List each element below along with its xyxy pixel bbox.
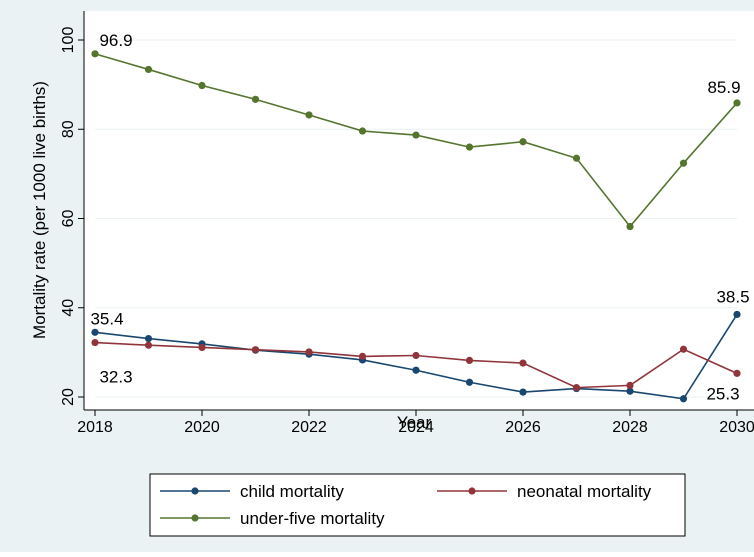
x-tick-label: 2024 — [398, 419, 434, 436]
data-point — [305, 111, 313, 119]
data-point — [519, 388, 527, 396]
data-point — [679, 395, 688, 403]
data-point — [144, 334, 153, 343]
data-point — [412, 351, 420, 360]
data-point — [679, 345, 688, 353]
legend-box — [149, 473, 686, 537]
data-point — [733, 99, 741, 107]
data-point — [465, 378, 474, 386]
legend-label: under-five mortality — [240, 509, 385, 528]
x-tick-label: 2030 — [719, 419, 754, 436]
data-point — [251, 346, 260, 354]
x-axis-title: Year — [397, 413, 432, 432]
data-label: 96.9 — [99, 31, 132, 50]
y-tick-label: 80 — [60, 120, 77, 138]
data-label: 32.3 — [99, 368, 132, 387]
x-axis-ticks: 2018 2020 2022 2024 2026 2028 2030 — [77, 410, 754, 436]
legend-item-child-mortality: child mortality — [160, 482, 344, 501]
data-point — [572, 384, 581, 392]
x-tick-label: 2028 — [612, 419, 648, 436]
data-point — [91, 328, 99, 336]
legend-label: child mortality — [240, 482, 344, 501]
y-tick-label: 60 — [60, 210, 77, 228]
data-label: 38.5 — [716, 287, 749, 306]
data-point — [412, 366, 420, 374]
data-point — [572, 154, 581, 162]
legend-item-under-five-mortality: under-five mortality — [160, 509, 385, 528]
data-label: 35.4 — [90, 309, 123, 328]
x-tick-label: 2022 — [291, 419, 327, 436]
data-point — [626, 222, 634, 231]
gridlines — [95, 39, 737, 398]
data-point — [358, 127, 367, 135]
data-point — [358, 352, 367, 360]
legend-label: neonatal mortality — [517, 482, 652, 501]
x-tick-label: 2020 — [184, 419, 220, 436]
legend-swatch-marker — [191, 514, 199, 522]
data-point — [91, 338, 99, 347]
data-point — [198, 81, 206, 90]
y-axis-ticks: 20 40 60 80 100 — [60, 27, 84, 406]
plot-region — [84, 11, 754, 410]
data-point — [465, 143, 474, 151]
x-tick-label: 2018 — [77, 419, 113, 436]
data-point — [465, 356, 474, 365]
y-tick-label: 100 — [60, 27, 77, 54]
legend: child mortality neonatal mortality under-f… — [149, 473, 686, 537]
x-tick-label: 2026 — [505, 419, 541, 436]
data-point — [91, 50, 99, 58]
data-point — [144, 65, 153, 74]
data-point — [679, 159, 688, 167]
data-point — [519, 138, 527, 146]
data-point — [412, 131, 420, 139]
y-tick-label: 40 — [60, 299, 77, 317]
data-label: 25.3 — [706, 384, 739, 403]
y-tick-label: 20 — [60, 388, 77, 406]
data-point — [733, 369, 741, 377]
series-neonatal-mortality — [91, 338, 741, 392]
legend-swatch-marker — [191, 487, 199, 495]
series-under-five-mortality — [91, 50, 741, 231]
data-point — [519, 359, 527, 367]
legend-swatch-marker — [468, 487, 476, 495]
data-point — [626, 387, 634, 395]
data-point — [626, 381, 634, 389]
series-group — [91, 50, 741, 403]
data-point — [251, 95, 260, 103]
data-point — [733, 310, 741, 319]
data-point — [144, 341, 153, 349]
data-label: 85.9 — [707, 78, 740, 97]
data-labels: 35.4 38.5 32.3 25.3 96.9 85.9 — [90, 31, 749, 404]
data-point — [305, 348, 313, 356]
y-axis-title: Mortality rate (per 1000 live births) — [30, 81, 49, 339]
legend-item-neonatal-mortality: neonatal mortality — [437, 482, 652, 501]
data-point — [198, 343, 206, 352]
